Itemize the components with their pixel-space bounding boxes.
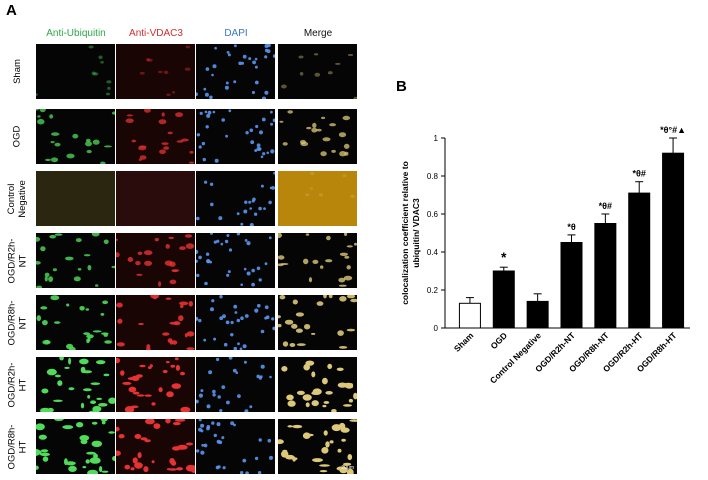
bar bbox=[594, 223, 617, 329]
y-tick-label: 0.2 bbox=[427, 286, 439, 295]
panel-a-letter: A bbox=[6, 2, 17, 19]
condition-row-label: OGD/R8h- NT bbox=[6, 300, 28, 345]
micrograph-tile bbox=[278, 233, 357, 288]
y-tick-label: 1 bbox=[434, 134, 439, 143]
bar bbox=[492, 270, 515, 329]
y-tick-label: 0.8 bbox=[427, 172, 439, 181]
channel-header: Anti-Ubiquitin bbox=[46, 28, 106, 39]
micrograph-tile bbox=[36, 419, 115, 474]
significance-label: *θ°#▲ bbox=[660, 125, 686, 135]
channel-header: Anti-VDAC3 bbox=[129, 28, 183, 39]
micrograph-tile bbox=[116, 357, 195, 412]
micrograph-tile bbox=[116, 109, 195, 164]
condition-row-label: Control Negative bbox=[6, 179, 28, 218]
condition-row-label: OGD/R2h- NT bbox=[6, 238, 28, 283]
bar bbox=[560, 242, 583, 329]
micrograph-tile bbox=[116, 44, 195, 99]
condition-row-label: Sham bbox=[11, 59, 23, 84]
micrograph-tile bbox=[196, 295, 275, 350]
micrograph-tile: 20μm bbox=[278, 419, 357, 474]
channel-header: Merge bbox=[303, 28, 333, 39]
scale-bar-label: 20μm bbox=[341, 465, 354, 471]
micrograph-tile bbox=[36, 171, 115, 226]
x-tick-label: Sham bbox=[452, 330, 476, 354]
significance-label: *θ# bbox=[599, 201, 612, 211]
micrograph-tile bbox=[196, 44, 275, 99]
panel-b-letter: B bbox=[396, 78, 407, 95]
micrograph-tile bbox=[116, 295, 195, 350]
micrograph-tile bbox=[36, 109, 115, 164]
micrograph-tile bbox=[36, 44, 115, 99]
bar bbox=[628, 192, 651, 329]
condition-row-label: OGD bbox=[11, 125, 23, 148]
y-tick-label: 0.6 bbox=[427, 210, 439, 219]
micrograph-tile bbox=[278, 295, 357, 350]
micrograph-tile bbox=[278, 109, 357, 164]
condition-row-label: OGD/R8h- HT bbox=[6, 424, 28, 469]
micrograph-tile bbox=[116, 171, 195, 226]
micrograph-tile bbox=[278, 44, 357, 99]
micrograph-tile bbox=[196, 233, 275, 288]
y-tick-label: 0 bbox=[434, 324, 439, 333]
channel-header: DAPI bbox=[224, 28, 248, 39]
colocalization-bar-chart: 0 0.2 0.4 0.6 0.8 1 colocalization coefficient… bbox=[400, 125, 690, 386]
micrograph-tile bbox=[196, 357, 275, 412]
micrograph-tile bbox=[196, 109, 275, 164]
significance-label: * bbox=[501, 249, 507, 265]
condition-row-label: OGD/R2h- HT bbox=[6, 362, 28, 407]
bar bbox=[458, 302, 481, 329]
bar bbox=[662, 152, 685, 329]
bar bbox=[526, 300, 549, 329]
micrograph-tile bbox=[278, 357, 357, 412]
y-tick-label: 0.4 bbox=[427, 248, 439, 257]
x-tick-label: OGD bbox=[488, 330, 509, 351]
micrograph-tile bbox=[278, 171, 357, 226]
y-axis-label: colocalization coefficient relative toub… bbox=[400, 161, 421, 305]
micrograph-tile bbox=[116, 233, 195, 288]
micrograph-tile bbox=[36, 357, 115, 412]
micrograph-tile bbox=[36, 233, 115, 288]
micrograph-tile bbox=[196, 171, 275, 226]
significance-label: *θ# bbox=[633, 169, 646, 179]
significance-label: *θ bbox=[567, 222, 576, 232]
micrograph-tile bbox=[196, 419, 275, 474]
micrograph-tile bbox=[116, 419, 195, 474]
micrograph-tile bbox=[36, 295, 115, 350]
